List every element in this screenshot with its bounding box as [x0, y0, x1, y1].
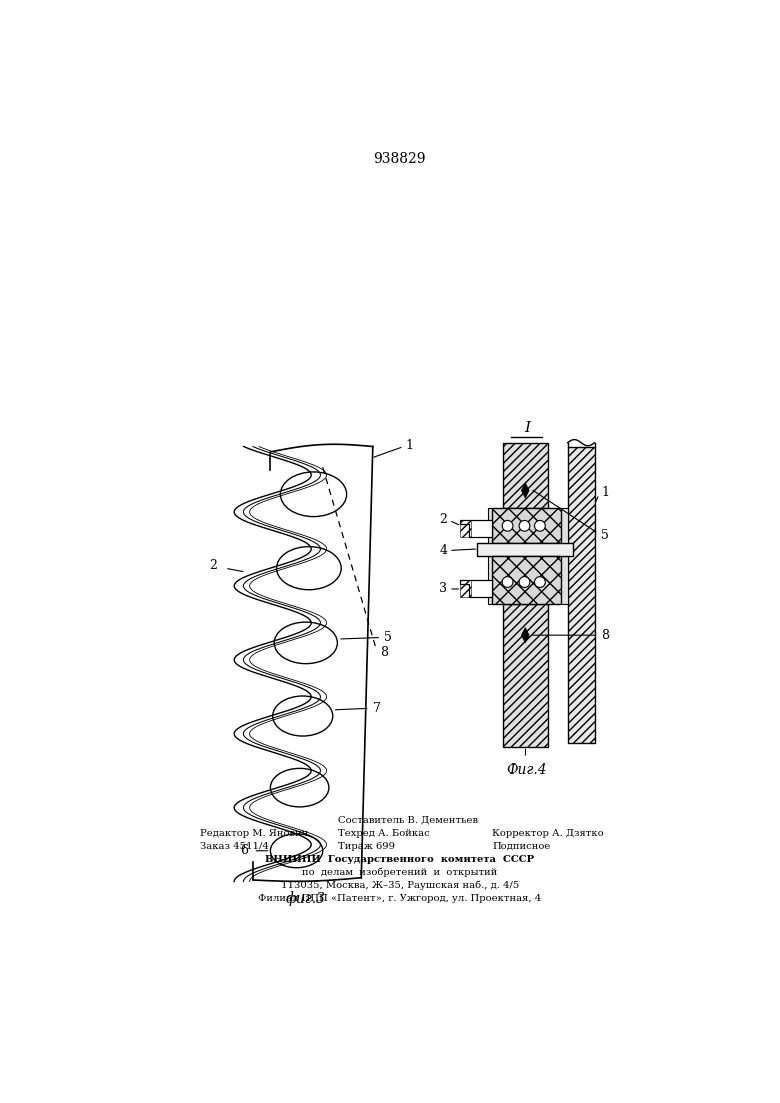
Circle shape — [519, 577, 530, 588]
Text: Фиг.4: Фиг.4 — [506, 763, 547, 777]
Circle shape — [534, 577, 545, 588]
Bar — [492, 556, 562, 604]
Text: Заказ 4511/4: Заказ 4511/4 — [200, 842, 268, 850]
Bar — [503, 442, 548, 508]
Text: 1: 1 — [406, 439, 414, 452]
Text: 5: 5 — [601, 528, 609, 542]
Text: 5: 5 — [385, 631, 392, 644]
Text: 8: 8 — [601, 629, 609, 642]
Text: 113035, Москва, Ж–35, Раушская наб., д. 4/5: 113035, Москва, Ж–35, Раушская наб., д. … — [281, 880, 519, 890]
Text: 2: 2 — [210, 559, 218, 572]
Text: 4: 4 — [439, 544, 448, 557]
Polygon shape — [521, 628, 529, 643]
Text: 1: 1 — [601, 486, 609, 500]
Text: Тираж 699: Тираж 699 — [339, 842, 395, 850]
Circle shape — [502, 577, 513, 588]
Bar — [560, 508, 568, 550]
Text: ВНИИПИ  Государственного  комитета  СССР: ВНИИПИ Государственного комитета СССР — [265, 855, 534, 864]
Bar — [492, 508, 562, 543]
Circle shape — [534, 521, 545, 532]
Bar — [488, 556, 494, 604]
Circle shape — [502, 521, 513, 532]
Bar — [492, 508, 562, 543]
Text: Подписное: Подписное — [492, 842, 551, 850]
Polygon shape — [521, 483, 529, 499]
Bar — [488, 508, 494, 550]
Text: 8: 8 — [381, 645, 388, 658]
Bar — [492, 556, 562, 604]
Bar — [568, 447, 594, 743]
Bar — [503, 604, 548, 747]
Text: 6: 6 — [240, 844, 248, 857]
Bar — [459, 520, 470, 537]
Bar — [459, 580, 470, 597]
Polygon shape — [459, 580, 492, 597]
Text: 938829: 938829 — [374, 152, 426, 167]
Text: Техред А. Бойкас: Техред А. Бойкас — [339, 828, 430, 837]
Text: Составитель В. Дементьев: Составитель В. Дементьев — [339, 815, 478, 824]
Text: I: I — [524, 421, 530, 435]
Text: 3: 3 — [439, 582, 448, 596]
Text: 2: 2 — [440, 513, 448, 526]
Bar — [477, 543, 573, 556]
Polygon shape — [459, 520, 492, 537]
Text: 7: 7 — [373, 702, 381, 715]
Text: фиг.3: фиг.3 — [285, 891, 326, 906]
Bar — [560, 556, 568, 604]
Text: Филиал ППП «Патент», г. Ужгород, ул. Проектная, 4: Филиал ППП «Патент», г. Ужгород, ул. Про… — [258, 895, 541, 903]
Bar — [503, 442, 548, 508]
Text: по  делам  изобретений  и  открытий: по делам изобретений и открытий — [302, 868, 498, 877]
Bar — [568, 447, 594, 743]
Text: Корректор А. Дзятко: Корректор А. Дзятко — [492, 828, 604, 837]
Circle shape — [519, 521, 530, 532]
Bar — [503, 604, 548, 747]
Text: Редактор М. Янович: Редактор М. Янович — [200, 828, 308, 837]
